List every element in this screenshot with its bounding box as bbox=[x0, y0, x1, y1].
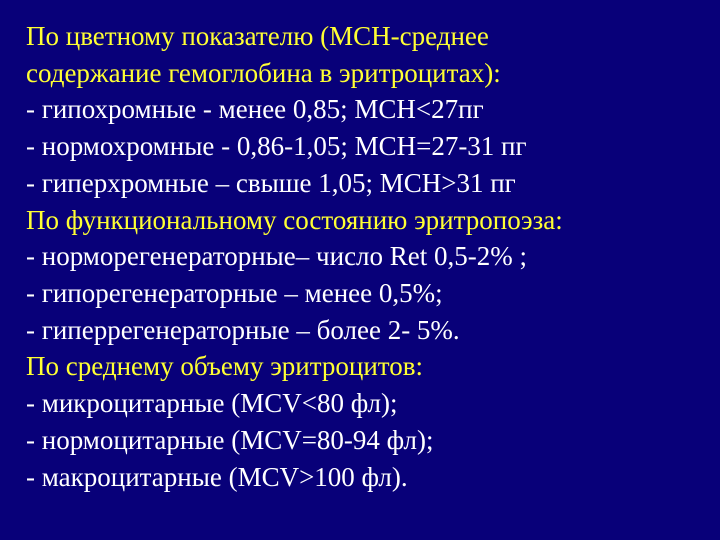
section-1-item: - нормохромные - 0,86-1,05; МСН=27-31 пг bbox=[26, 128, 694, 165]
section-3-item: - нормоцитарные (МCV=80-94 фл); bbox=[26, 422, 694, 459]
section-1-heading-line2: содержание гемоглобина в эритроцитах): bbox=[26, 55, 694, 92]
section-3-item: - макроцитарные (МCV>100 фл). bbox=[26, 459, 694, 496]
slide-content: По цветному показателю (МСН-среднее соде… bbox=[26, 18, 694, 495]
section-2-item: - гиперрегенераторные – более 2- 5%. bbox=[26, 312, 694, 349]
section-3-item: - микроцитарные (МCV<80 фл); bbox=[26, 385, 694, 422]
section-2-heading-line1: По функциональному состоянию эритропоэза… bbox=[26, 202, 694, 239]
section-2-item: - норморегенераторные– число Ret 0,5-2% … bbox=[26, 238, 694, 275]
section-1-item: - гипохромные - менее 0,85; МСН<27пг bbox=[26, 91, 694, 128]
section-1-item: - гиперхромные – свыше 1,05; МСН>31 пг bbox=[26, 165, 694, 202]
section-2-item: - гипорегенераторные – менее 0,5%; bbox=[26, 275, 694, 312]
section-1-heading-line1: По цветному показателю (МСН-среднее bbox=[26, 18, 694, 55]
section-3-heading-line1: По среднему объему эритроцитов: bbox=[26, 348, 694, 385]
